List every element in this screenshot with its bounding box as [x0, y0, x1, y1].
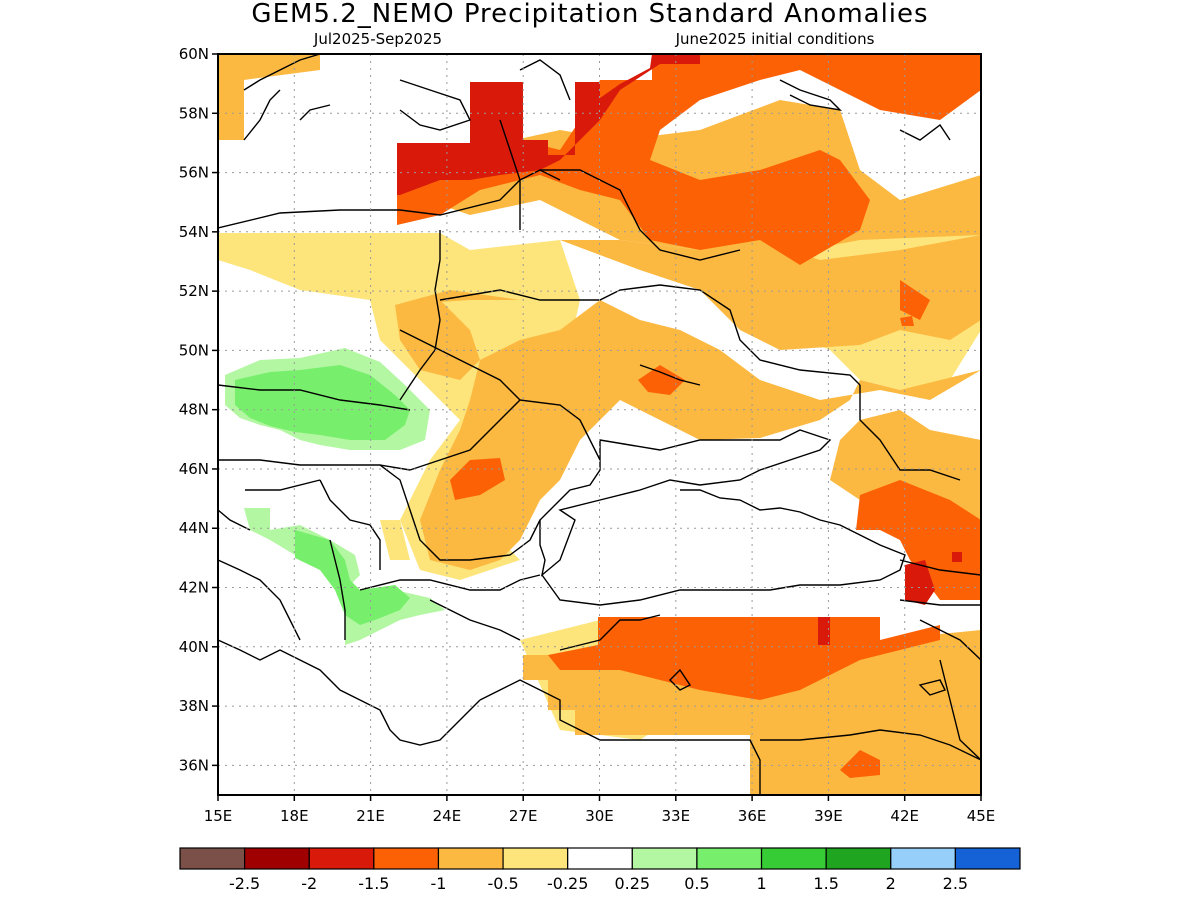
x-tick-label: 27E [509, 807, 538, 825]
anomaly-fill-green [235, 365, 410, 625]
colorbar-label: 0.25 [614, 874, 650, 893]
y-tick-label: 44N [179, 519, 209, 537]
colorbar-swatch [244, 847, 310, 870]
y-tick-label: 36N [179, 756, 209, 774]
map-plot-area [218, 54, 981, 795]
colorbar-label: -1 [430, 874, 446, 893]
colorbar-swatch [373, 847, 440, 870]
y-tick-label: 54N [179, 223, 209, 241]
y-tick-label: 42N [179, 579, 209, 597]
colorbar-label: -1.5 [358, 874, 389, 893]
colorbar-swatch [502, 847, 569, 870]
colorbar-label: 2.5 [943, 874, 968, 893]
y-tick-label: 40N [179, 638, 209, 656]
colorbar-label: -2 [301, 874, 317, 893]
colorbar-swatch [760, 847, 827, 870]
chart-subtitle-period: Jul2025-Sep2025 [313, 30, 442, 48]
colorbar-swatch [437, 847, 504, 870]
colorbar-label: 0.5 [684, 874, 709, 893]
grid-lines [218, 54, 981, 795]
x-tick-label: 42E [890, 807, 919, 825]
x-tick-label: 18E [280, 807, 309, 825]
x-axis-ticks: 15E 18E 21E 24E 27E 30E 33E 36E 39E 42E 45E [204, 795, 996, 825]
y-tick-label: 52N [179, 282, 209, 300]
anomaly-fill-red [397, 54, 962, 645]
y-axis-ticks: 36N 38N 40N 42N 44N 46N 48N 50N 52N 54N 56N 58N 60N [179, 45, 218, 774]
x-tick-label: 33E [662, 807, 691, 825]
anomaly-fill-dark-orange [397, 54, 981, 778]
y-tick-label: 48N [179, 401, 209, 419]
y-tick-label: 58N [179, 104, 209, 122]
x-tick-label: 30E [585, 807, 614, 825]
y-tick-label: 56N [179, 164, 209, 182]
x-tick-label: 24E [433, 807, 462, 825]
x-tick-label: 21E [356, 807, 385, 825]
colorbar-label: -0.5 [487, 874, 518, 893]
colorbar-swatch [696, 847, 763, 870]
colorbar-label: 1.5 [813, 874, 838, 893]
chart-subtitle-initial-conditions: June2025 initial conditions [675, 30, 875, 48]
colorbar-swatch [308, 847, 375, 870]
x-tick-label: 15E [204, 807, 233, 825]
colorbar-swatch [954, 847, 1021, 870]
colorbar-label: 1 [756, 874, 766, 893]
colorbar-swatch [631, 847, 698, 870]
x-tick-label: 36E [738, 807, 767, 825]
y-tick-label: 38N [179, 697, 209, 715]
colorbar-label: -2.5 [229, 874, 260, 893]
colorbar-swatch [567, 847, 633, 870]
y-tick-label: 46N [179, 460, 209, 478]
colorbar-label: 2 [886, 874, 896, 893]
colorbar: -2.5 -2 -1.5 -1 -0.5 -0.25 0.25 0.5 1 1.5 2 2.5 [179, 847, 1021, 893]
y-tick-label: 60N [179, 45, 209, 63]
x-tick-label: 45E [967, 807, 996, 825]
y-tick-label: 50N [179, 341, 209, 359]
chart-title: GEM5.2_NEMO Precipitation Standard Anoma… [251, 0, 928, 29]
x-tick-label: 39E [814, 807, 843, 825]
country-borders [218, 54, 981, 795]
colorbar-label: -0.25 [547, 874, 588, 893]
colorbar-swatch [179, 847, 246, 870]
colorbar-swatch [890, 847, 956, 870]
colorbar-swatch [825, 847, 892, 870]
